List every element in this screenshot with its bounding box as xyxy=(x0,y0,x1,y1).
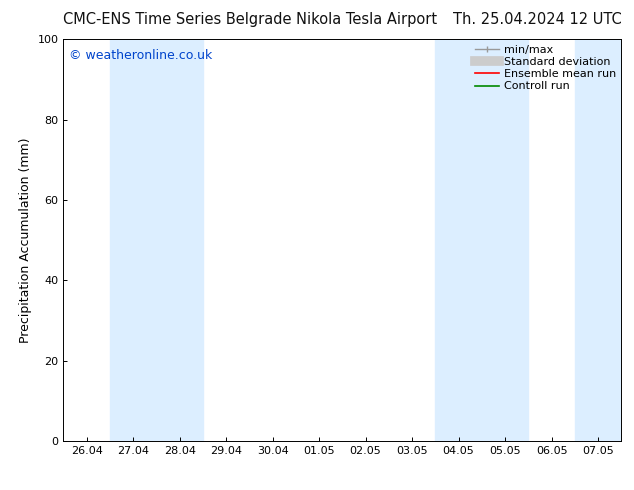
Bar xyxy=(575,39,621,441)
Text: © weatheronline.co.uk: © weatheronline.co.uk xyxy=(69,49,212,62)
Bar xyxy=(436,39,528,441)
Text: CMC-ENS Time Series Belgrade Nikola Tesla Airport: CMC-ENS Time Series Belgrade Nikola Tesl… xyxy=(63,12,437,27)
Text: Th. 25.04.2024 12 UTC: Th. 25.04.2024 12 UTC xyxy=(453,12,621,27)
Legend: min/max, Standard deviation, Ensemble mean run, Controll run: min/max, Standard deviation, Ensemble me… xyxy=(471,42,619,95)
Bar xyxy=(110,39,203,441)
Y-axis label: Precipitation Accumulation (mm): Precipitation Accumulation (mm) xyxy=(19,137,32,343)
